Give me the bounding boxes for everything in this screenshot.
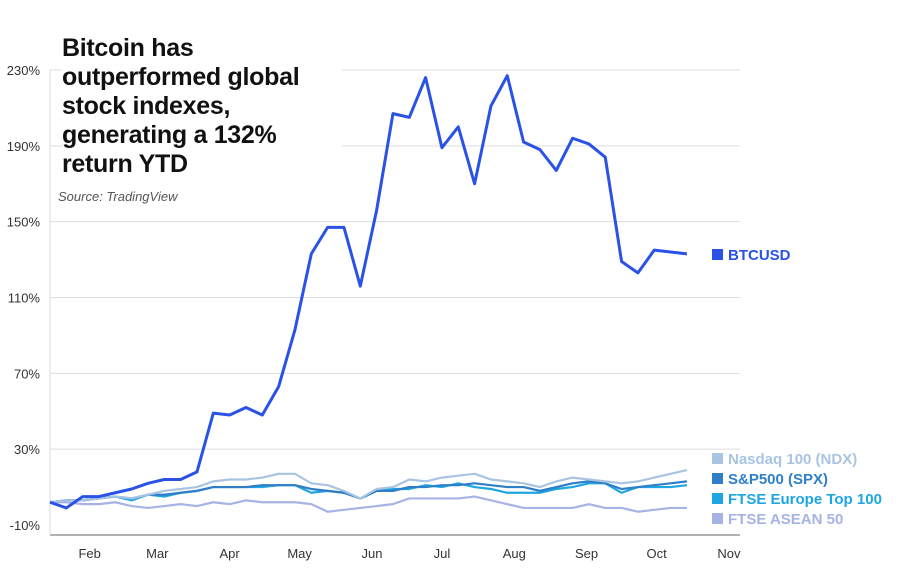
- legend-label: Nasdaq 100 (NDX): [728, 451, 857, 468]
- y-tick-label: 190%: [7, 139, 41, 154]
- y-tick-label: 230%: [7, 63, 41, 78]
- y-tick-label: 70%: [14, 366, 40, 381]
- x-tick-label: Feb: [78, 546, 100, 561]
- x-tick-label: Sep: [575, 546, 598, 561]
- x-tick-label: Apr: [220, 546, 241, 561]
- x-tick-label: May: [287, 546, 312, 561]
- legend-swatch: [712, 513, 723, 524]
- chart-source: Source: TradingView: [58, 189, 178, 204]
- legend-label: S&P500 (SPX): [728, 471, 828, 488]
- legend-swatch: [712, 493, 723, 504]
- x-tick-label: Oct: [646, 546, 667, 561]
- x-tick-label: Nov: [717, 546, 741, 561]
- y-tick-label: 150%: [7, 215, 41, 230]
- series-line-btcusd: [49, 74, 688, 510]
- legend-label: BTCUSD: [728, 247, 791, 264]
- legend-label: FTSE Europe Top 100: [728, 491, 882, 508]
- legend-label: FTSE ASEAN 50: [728, 511, 843, 528]
- x-tick-label: Aug: [503, 546, 526, 561]
- x-tick-label: Mar: [146, 546, 169, 561]
- y-tick-label: 110%: [8, 291, 41, 306]
- chart-title: Bitcoin has outperformed global stock in…: [62, 34, 342, 179]
- legend-swatch: [712, 473, 723, 484]
- legend-swatch: [712, 249, 723, 260]
- legend-swatch: [712, 453, 723, 464]
- series-line-nasdaq-100-ndx-: [49, 468, 688, 504]
- x-tick-label: Jul: [434, 546, 451, 561]
- y-tick-label: 30%: [14, 442, 40, 457]
- x-tick-label: Jun: [361, 546, 382, 561]
- series-line-ftse-asean-50: [50, 495, 687, 513]
- y-tick-label: -10%: [10, 518, 41, 533]
